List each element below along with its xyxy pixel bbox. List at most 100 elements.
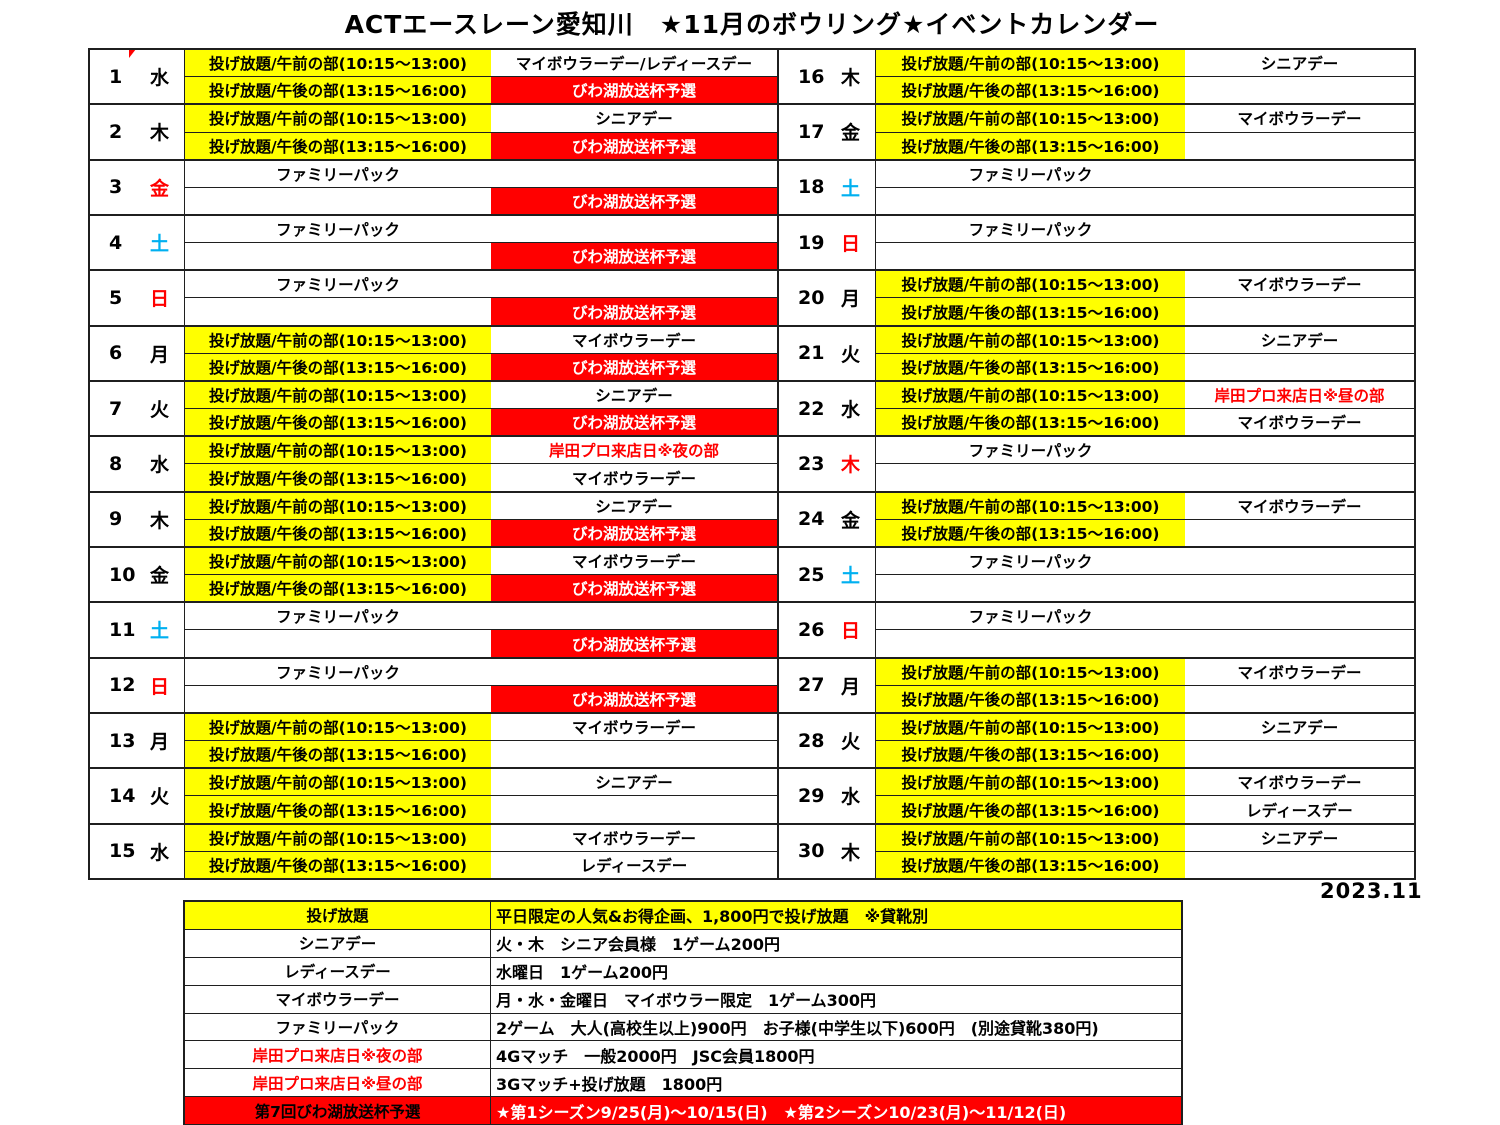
- calendar-row: 投げ放題/午後の部(13:15～16:00) びわ湖放送杯予選: [185, 77, 777, 104]
- calendar-row: 投げ放題/午前の部(10:15～13:00) マイボウラーデー: [876, 769, 1414, 797]
- legend-event-name: ファミリーパック: [185, 1013, 491, 1041]
- day-of-week: 水: [840, 786, 860, 809]
- day-number: 21: [798, 342, 825, 365]
- day-rows: 投げ放題/午前の部(10:15～13:00) シニアデー 投げ放題/午後の部(13:…: [185, 492, 777, 546]
- event-cell: [1185, 575, 1414, 601]
- family-pack-cell: ファミリーパック: [185, 216, 777, 242]
- day-cell: 11 土: [90, 603, 185, 657]
- calendar-row: 投げ放題/午前の部(10:15～13:00) シニアデー: [876, 50, 1414, 78]
- day-number: 30: [798, 840, 825, 863]
- day-of-week: 火: [840, 343, 860, 366]
- calendar-row: ファミリーパック: [185, 216, 777, 244]
- day-of-week: 木: [149, 122, 169, 145]
- day-block: 4 土ファミリーパック びわ湖放送杯予選: [90, 215, 777, 272]
- time-slot-cell: 投げ放題/午後の部(13:15～16:00): [185, 796, 491, 823]
- day-of-week: 金: [149, 177, 169, 200]
- time-slot-cell: 投げ放題/午後の部(13:15～16:00): [876, 77, 1185, 104]
- time-slot-cell: 投げ放題/午後の部(13:15～16:00): [876, 298, 1185, 325]
- calendar-row: 投げ放題/午後の部(13:15～16:00): [185, 796, 777, 823]
- calendar-row: 投げ放題/午後の部(13:15～16:00): [876, 685, 1414, 712]
- calendar-row: 投げ放題/午後の部(13:15～16:00) レディースデー: [185, 851, 777, 878]
- legend-event-description: 平日限定の人気&お得企画、1,800円で投げ放題 ※貸靴別: [491, 902, 1181, 929]
- day-block: 21 火投げ放題/午前の部(10:15～13:00) シニアデー 投げ放題/午後の部(…: [779, 326, 1414, 382]
- day-number: 15: [109, 840, 136, 863]
- legend-event-description: 月・水・金曜日 マイボウラー限定 1ゲーム300円: [496, 991, 877, 1011]
- event-cell: [1185, 464, 1414, 490]
- day-rows: 投げ放題/午前の部(10:15～13:00) シニアデー 投げ放題/午後の部(13:…: [876, 824, 1414, 878]
- calendar-row: びわ湖放送杯予選: [185, 685, 777, 712]
- day-cell: 12 日: [90, 658, 185, 712]
- day-block: 3 金ファミリーパック びわ湖放送杯予選: [90, 160, 777, 216]
- event-cell: [1185, 630, 1414, 656]
- legend-table: 投げ放題 平日限定の人気&お得企画、1,800円で投げ放題 ※貸靴別 シニアデー 火・…: [183, 900, 1183, 1125]
- event-cell: [1185, 686, 1414, 712]
- calendar-row: 投げ放題/午後の部(13:15～16:00): [876, 353, 1414, 380]
- day-rows: 投げ放題/午前の部(10:15～13:00) シニアデー 投げ放題/午後の部(13:…: [876, 713, 1414, 768]
- calendar-row: 投げ放題/午前の部(10:15～13:00) シニアデー: [185, 492, 777, 520]
- calendar-row: びわ湖放送杯予選: [185, 298, 777, 325]
- calendar-row: 投げ放題/午後の部(13:15～16:00) レディースデー: [876, 796, 1414, 823]
- family-pack-label: ファミリーパック: [968, 608, 1093, 627]
- calendar-row: 投げ放題/午後の部(13:15～16:00) びわ湖放送杯予選: [185, 353, 777, 380]
- day-number: 12: [109, 674, 136, 697]
- event-cell: [1185, 520, 1414, 546]
- legend-event-description: ★第1シーズン9/25(月)～10/15(日) ★第2シーズン10/23(月)～…: [491, 1097, 1181, 1124]
- time-slot-cell: 投げ放題/午後の部(13:15～16:00): [876, 409, 1185, 436]
- legend-event-description: 火・木 シニア会員様 1ゲーム200円: [496, 935, 781, 955]
- day-number: 4: [109, 231, 123, 254]
- event-cell: びわ湖放送杯予選: [491, 243, 777, 270]
- legend-row: 投げ放題 平日限定の人気&お得企画、1,800円で投げ放題 ※貸靴別: [185, 902, 1181, 930]
- time-slot-cell: 投げ放題/午後の部(13:15～16:00): [185, 575, 491, 602]
- day-number: 6: [109, 342, 123, 365]
- day-cell: 13 月: [90, 713, 185, 768]
- event-cell: マイボウラーデー: [571, 469, 696, 488]
- day-of-week: 木: [840, 841, 860, 864]
- calendar-row: ファミリーパック: [185, 271, 777, 299]
- calendar-row: 投げ放題/午後の部(13:15～16:00): [876, 298, 1414, 325]
- day-rows: ファミリーパック びわ湖放送杯予選: [185, 271, 777, 325]
- legend-row: 岸田プロ来店日※夜の部 4Gマッチ 一般2000円 JSC会員1800円: [185, 1041, 1181, 1070]
- calendar-row: 投げ放題/午後の部(13:15～16:00) びわ湖放送杯予選: [185, 132, 777, 159]
- day-cell: 16 木: [779, 50, 876, 104]
- event-cell: [1185, 852, 1414, 878]
- time-slot-cell: 投げ放題/午後の部(13:15～16:00): [185, 519, 491, 546]
- calendar-row: 投げ放題/午前の部(10:15～13:00) マイボウラーデー: [876, 105, 1414, 133]
- calendar-row: ファミリーパック: [185, 603, 777, 631]
- day-of-week: 水: [149, 67, 169, 90]
- day-block: 26 日 ファミリーパック: [779, 603, 1414, 659]
- day-rows: ファミリーパック びわ湖放送杯予選: [185, 603, 777, 657]
- legend-event-name: 岸田プロ来店日※昼の部: [185, 1069, 491, 1097]
- event-cell: [1185, 354, 1414, 380]
- day-rows: 投げ放題/午前の部(10:15～13:00) シニアデー 投げ放題/午後の部(13:…: [876, 326, 1414, 380]
- calendar-row: [876, 188, 1414, 214]
- event-cell: マイボウラーデー: [1237, 110, 1362, 129]
- day-cell: 29 水: [779, 769, 876, 823]
- day-number: 11: [109, 618, 136, 641]
- event-cell: シニアデー: [595, 110, 673, 129]
- calendar-row: 投げ放題/午前の部(10:15～13:00) シニアデー: [185, 769, 777, 797]
- day-block: 19 日 ファミリーパック: [779, 215, 1414, 272]
- event-cell: [1185, 243, 1414, 269]
- time-slot-cell: 投げ放題/午後の部(13:15～16:00): [876, 851, 1185, 878]
- calendar-row: 投げ放題/午後の部(13:15～16:00) びわ湖放送杯予選: [185, 409, 777, 436]
- day-block: 14 火投げ放題/午前の部(10:15～13:00) シニアデー 投げ放題/午後の部(…: [90, 769, 777, 825]
- family-pack-cell: ファミリーパック: [185, 603, 777, 629]
- day-number: 14: [109, 784, 136, 807]
- day-number: 20: [798, 286, 825, 309]
- event-cell: [1185, 298, 1414, 324]
- calendar-row: 投げ放題/午後の部(13:15～16:00) びわ湖放送杯予選: [185, 519, 777, 546]
- day-rows: ファミリーパック: [876, 161, 1414, 214]
- calendar-row: 投げ放題/午後の部(13:15～16:00) マイボウラーデー: [185, 464, 777, 491]
- day-cell: 27 月: [779, 658, 876, 712]
- day-of-week: 金: [840, 509, 860, 532]
- day-cell: 20 月: [779, 271, 876, 325]
- day-rows: 投げ放題/午前の部(10:15～13:00) マイボウラーデー 投げ放題/午後の部(…: [876, 769, 1414, 823]
- day-rows: 投げ放題/午前の部(10:15～13:00) シニアデー 投げ放題/午後の部(13:…: [185, 769, 777, 823]
- calendar-row: 投げ放題/午前の部(10:15～13:00) シニアデー: [876, 824, 1414, 852]
- family-pack-cell: ファミリーパック: [185, 271, 777, 297]
- day-block: 10 金投げ放題/午前の部(10:15～13:00) マイボウラーデー 投げ放題/午後…: [90, 547, 777, 604]
